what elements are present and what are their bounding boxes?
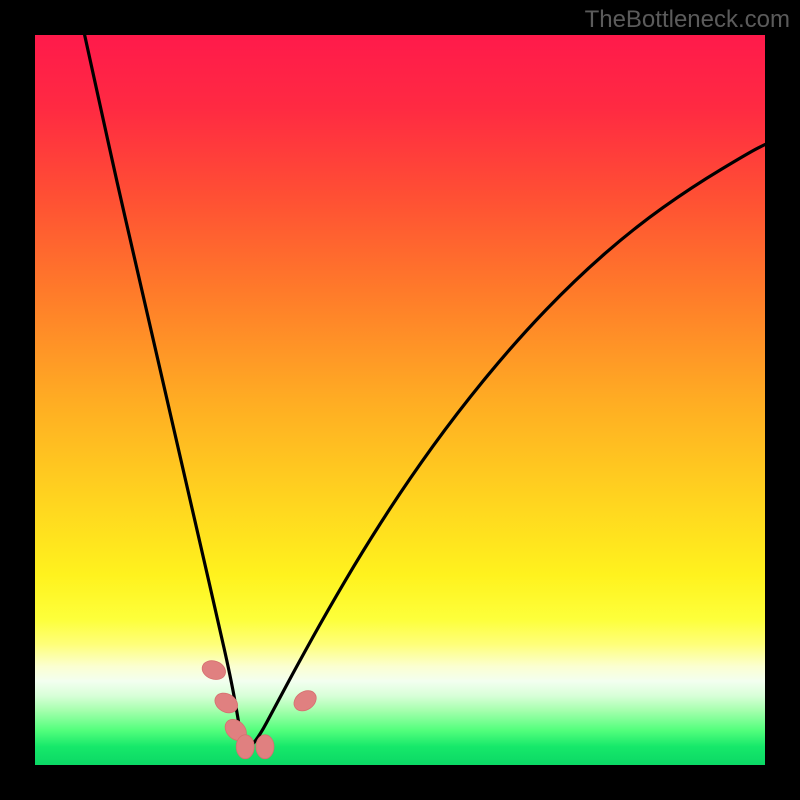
watermark-text: TheBottleneck.com — [585, 6, 790, 34]
marker-point — [256, 735, 274, 759]
gradient-background — [35, 35, 765, 765]
marker-point — [236, 735, 254, 759]
chart-svg — [35, 35, 765, 765]
plot-area — [35, 35, 765, 765]
